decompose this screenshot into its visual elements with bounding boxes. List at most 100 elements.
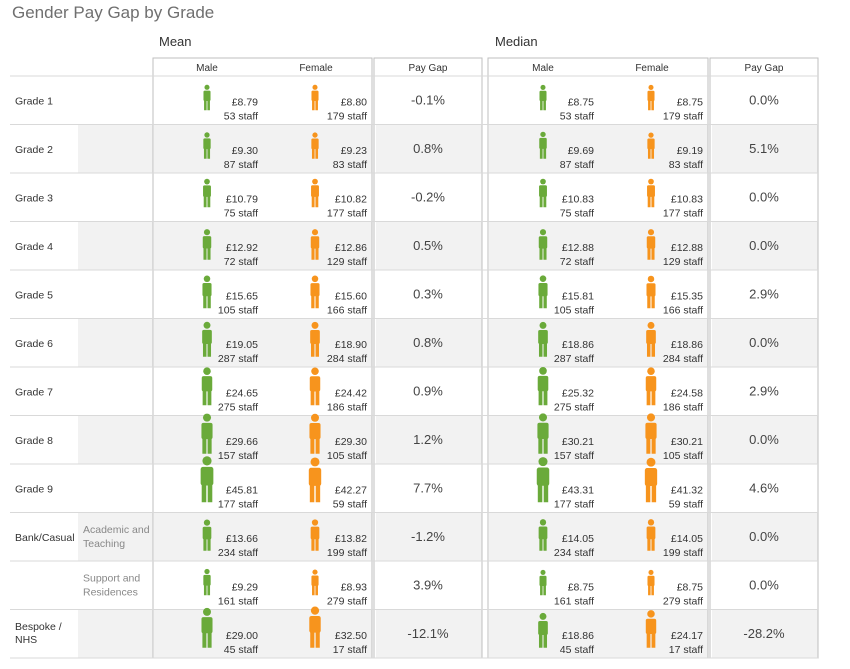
female-figure-icon: [647, 84, 655, 111]
col-header-paygap-mean: Pay Gap: [409, 63, 448, 74]
female-figure-icon: [310, 275, 320, 309]
female-staff-count: 166 staff: [663, 304, 703, 316]
male-staff-count: 234 staff: [554, 547, 594, 559]
row-shade: [376, 415, 482, 464]
female-staff-count: 179 staff: [663, 110, 703, 122]
pay-gap-value: -1.2%: [411, 529, 445, 544]
col-header-female-mean: Female: [299, 63, 333, 74]
female-figure-icon: [310, 321, 320, 357]
male-figure-icon: [202, 275, 212, 309]
row-shade: [489, 124, 708, 173]
row-shade: [376, 318, 482, 367]
section-header-mean: Mean: [159, 34, 192, 49]
male-pay-value: £29.00: [226, 630, 258, 642]
female-staff-count: 59 staff: [333, 498, 367, 510]
female-pay-value: £8.80: [341, 96, 367, 108]
row-sublabel: Support and: [83, 572, 140, 584]
pay-gap-value: 7.7%: [413, 480, 443, 495]
male-pay-value: £18.86: [562, 630, 594, 642]
male-pay-value: £12.92: [226, 242, 258, 254]
male-figure-icon: [538, 612, 548, 648]
male-pay-value: £30.21: [562, 436, 594, 448]
pay-gap-value: 2.9%: [749, 383, 779, 398]
male-figure-icon: [538, 229, 548, 260]
female-staff-count: 284 staff: [327, 353, 367, 365]
female-figure-icon: [647, 178, 655, 208]
pay-gap-value: 0.9%: [413, 383, 443, 398]
row-label: Grade 1: [15, 95, 53, 107]
male-pay-value: £15.81: [562, 290, 594, 302]
female-staff-count: 59 staff: [669, 498, 703, 510]
female-staff-count: 199 staff: [663, 547, 703, 559]
female-staff-count: 177 staff: [327, 207, 367, 219]
row-label: NHS: [15, 634, 37, 646]
male-staff-count: 275 staff: [554, 401, 594, 413]
female-staff-count: 83 staff: [669, 159, 703, 171]
male-figure-icon: [203, 568, 211, 596]
male-staff-count: 287 staff: [554, 353, 594, 365]
row-sublabel: Residences: [83, 586, 138, 598]
female-staff-count: 129 staff: [663, 256, 703, 268]
row-shade: [712, 609, 818, 658]
pay-gap-value: 0.0%: [749, 335, 779, 350]
row-label: Grade 2: [15, 144, 53, 156]
male-pay-value: £29.66: [226, 436, 258, 448]
pay-gap-value: 3.9%: [413, 577, 443, 592]
male-pay-value: £9.30: [232, 145, 258, 157]
male-staff-count: 53 staff: [560, 110, 594, 122]
male-figure-icon: [202, 519, 212, 551]
male-staff-count: 45 staff: [560, 644, 594, 656]
male-staff-count: 177 staff: [554, 498, 594, 510]
male-pay-value: £25.32: [562, 387, 594, 399]
female-pay-value: £24.17: [671, 630, 703, 642]
pay-gap-value: 5.1%: [749, 141, 779, 156]
row-label: Grade 4: [15, 241, 53, 253]
female-pay-value: £29.30: [335, 436, 367, 448]
row-shade: [154, 221, 372, 270]
female-figure-icon: [311, 569, 319, 596]
pay-gap-value: -12.1%: [407, 626, 449, 641]
male-figure-icon: [203, 132, 211, 159]
pay-gap-value: 0.3%: [413, 286, 443, 301]
row-shade: [78, 318, 153, 367]
male-staff-count: 161 staff: [218, 595, 258, 607]
female-figure-icon: [646, 275, 656, 309]
male-pay-value: £8.79: [232, 96, 258, 108]
female-staff-count: 179 staff: [327, 110, 367, 122]
row-label: Grade 3: [15, 192, 53, 204]
female-staff-count: 83 staff: [333, 159, 367, 171]
male-figure-icon: [539, 569, 547, 596]
row-shade: [376, 124, 482, 173]
female-figure-icon: [646, 519, 656, 551]
pay-gap-value: 0.0%: [749, 432, 779, 447]
female-figure-icon: [647, 569, 655, 596]
row-shade: [154, 124, 372, 173]
row-label: Grade 7: [15, 386, 53, 398]
col-header-paygap-median: Pay Gap: [745, 63, 784, 74]
male-staff-count: 87 staff: [224, 159, 258, 171]
row-shade: [154, 609, 372, 658]
female-figure-icon: [310, 519, 320, 551]
female-staff-count: 284 staff: [663, 353, 703, 365]
male-figure-icon: [201, 413, 213, 454]
section-header-median: Median: [495, 34, 538, 49]
male-staff-count: 275 staff: [218, 401, 258, 413]
female-pay-value: £24.42: [335, 387, 367, 399]
male-figure-icon: [538, 275, 548, 309]
male-pay-value: £18.86: [562, 339, 594, 351]
pay-gap-value: 0.5%: [413, 238, 443, 253]
male-figure-icon: [539, 84, 547, 111]
female-staff-count: 177 staff: [663, 207, 703, 219]
male-pay-value: £9.29: [232, 581, 258, 593]
row-label: Grade 6: [15, 338, 53, 350]
male-figure-icon: [203, 84, 211, 111]
row-shade: [78, 512, 153, 561]
female-staff-count: 105 staff: [327, 450, 367, 462]
row-shade: [489, 512, 708, 561]
pay-gap-value: 2.9%: [749, 286, 779, 301]
row-label: Grade 5: [15, 289, 53, 301]
row-sublabel: Teaching: [83, 538, 125, 550]
female-pay-value: £12.88: [671, 242, 703, 254]
male-staff-count: 75 staff: [560, 207, 594, 219]
row-sublabel: Academic and: [83, 524, 150, 536]
